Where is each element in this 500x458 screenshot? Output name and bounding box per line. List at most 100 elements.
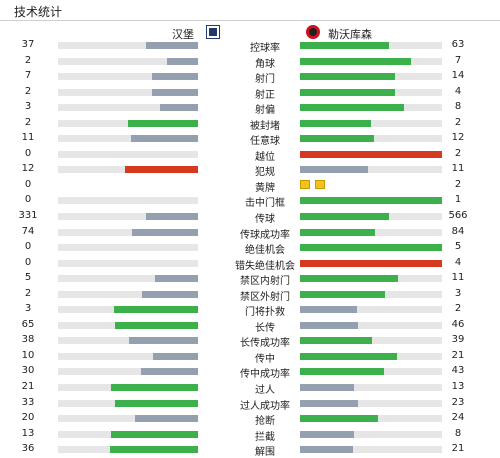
away-bar — [300, 104, 404, 112]
away-value: 24 — [451, 412, 465, 424]
away-bar-track — [300, 57, 442, 65]
home-value: 12 — [21, 163, 35, 175]
home-bar — [128, 119, 198, 127]
away-value: 23 — [451, 396, 465, 408]
stat-row: 7 射门 14 — [0, 69, 500, 85]
home-value: 37 — [21, 39, 35, 50]
away-bar-track — [300, 306, 442, 314]
home-value: 5 — [24, 272, 32, 284]
stat-label: 任意球 — [250, 136, 280, 148]
away-bar-track — [300, 352, 442, 360]
away-bar — [300, 88, 396, 96]
home-value: 65 — [21, 318, 35, 330]
away-value: 4 — [454, 256, 462, 268]
stat-row: 3 门将扑救 2 — [0, 302, 500, 318]
home-bar — [151, 73, 198, 81]
away-bar-track — [300, 150, 442, 158]
away-bar — [300, 446, 353, 454]
stat-row: 74 传球成功率 84 — [0, 225, 500, 241]
stat-row: 36 解围 21 — [0, 442, 500, 458]
stat-row: 65 长传 46 — [0, 318, 500, 334]
hamburg-badge-icon — [206, 25, 220, 39]
home-bar — [160, 104, 198, 112]
home-bar — [167, 57, 198, 65]
stat-label: 解围 — [255, 447, 275, 458]
stat-label: 被封堵 — [250, 120, 280, 132]
stat-label: 长传成功率 — [240, 338, 290, 350]
stat-label: 绝佳机会 — [245, 245, 285, 257]
home-bar-track — [58, 42, 198, 49]
stat-label: 击中门框 — [245, 198, 285, 210]
home-value: 2 — [24, 287, 32, 299]
away-bar — [300, 150, 442, 158]
away-bar-track — [300, 259, 442, 267]
away-value: 2 — [454, 303, 462, 315]
home-value: 2 — [24, 116, 32, 128]
away-value: 2 — [454, 178, 462, 190]
stat-row: 2 禁区外射门 3 — [0, 287, 500, 303]
team-home-header: 汉堡 — [0, 24, 228, 42]
away-bar-track — [300, 368, 442, 376]
home-value: 3 — [24, 303, 32, 315]
home-bar-track — [58, 275, 198, 283]
home-bar-track — [58, 213, 198, 221]
home-bar-track — [58, 166, 198, 174]
stat-label: 黄牌 — [255, 182, 275, 194]
away-bar-track — [300, 244, 442, 252]
away-bar-track — [300, 384, 442, 392]
yellow-card-icon — [315, 179, 325, 189]
stat-row: 5 禁区内射门 11 — [0, 271, 500, 287]
away-bar — [300, 197, 442, 205]
home-value: 3 — [24, 101, 32, 113]
away-value: 43 — [451, 365, 465, 377]
stat-label: 犯规 — [255, 167, 275, 179]
home-bar — [140, 368, 198, 376]
home-bar — [130, 135, 198, 143]
home-value: 33 — [21, 396, 35, 408]
home-bar-track — [58, 228, 198, 236]
home-value: 20 — [21, 412, 35, 424]
stat-row: 21 过人 13 — [0, 380, 500, 396]
away-value: 1 — [454, 194, 462, 206]
home-value: 7 — [24, 70, 32, 82]
home-bar — [142, 290, 198, 298]
away-value: 39 — [451, 334, 465, 346]
home-bar — [115, 399, 198, 407]
home-bar-track — [58, 119, 198, 127]
away-value: 4 — [454, 85, 462, 97]
stat-label: 射门 — [255, 74, 275, 86]
away-bar — [300, 384, 354, 392]
stat-label: 禁区外射门 — [240, 291, 290, 303]
home-bar — [146, 213, 198, 221]
away-value: 3 — [454, 287, 462, 299]
away-bar-track — [300, 337, 442, 345]
away-value: 2 — [454, 147, 462, 159]
away-bar-track — [300, 73, 442, 81]
stat-row: 2 被封堵 2 — [0, 116, 500, 132]
home-bar-track — [58, 259, 198, 267]
away-value: 2 — [454, 116, 462, 128]
leverkusen-badge-icon — [306, 25, 320, 39]
home-bar-track — [58, 321, 198, 329]
away-bar-track — [300, 321, 442, 329]
home-bar — [111, 430, 198, 438]
away-bar-track — [300, 430, 442, 438]
home-value: 30 — [21, 365, 35, 377]
away-bar-track — [300, 166, 442, 174]
home-value: 10 — [21, 349, 35, 361]
home-bar-track — [58, 352, 198, 360]
stat-row: 0 错失绝佳机会 4 — [0, 256, 500, 272]
away-bar — [300, 213, 390, 221]
title-bar: 技术统计 — [0, 0, 500, 22]
stat-row: 10 传中 21 — [0, 349, 500, 365]
home-value: 21 — [21, 381, 35, 393]
away-value: 5 — [454, 241, 462, 253]
away-bar-track — [300, 135, 442, 143]
stat-row: 0 越位 2 — [0, 147, 500, 163]
stat-label: 控球率 — [250, 43, 280, 54]
team-away-header: 勒沃库森 — [280, 24, 500, 42]
home-value: 2 — [24, 85, 32, 97]
stat-row: 37 控球率 63 — [0, 38, 500, 54]
stat-row: 3 射偏 8 — [0, 100, 500, 116]
home-bar — [154, 275, 198, 283]
